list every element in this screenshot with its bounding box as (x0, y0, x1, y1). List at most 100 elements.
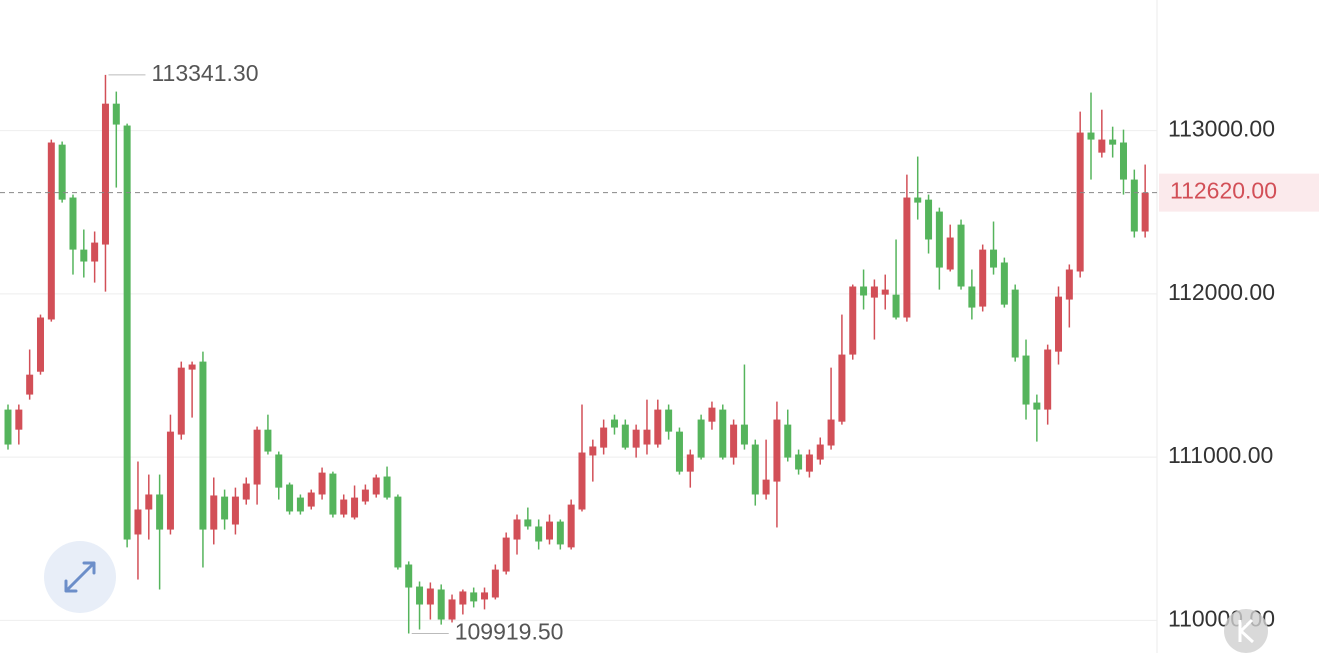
candle-body (827, 419, 835, 446)
candle-body (632, 429, 640, 448)
overlay: 112620.00 113341.30 109919.50 (0, 60, 1319, 645)
expand-button[interactable] (44, 541, 116, 613)
candle-body (610, 419, 618, 428)
watermark (1224, 609, 1268, 653)
candle-body (329, 473, 337, 515)
candle-body (957, 224, 965, 287)
candle-body (697, 419, 705, 458)
candle-body (1076, 132, 1084, 272)
candle-body (860, 286, 868, 296)
candle-body (426, 588, 434, 605)
candle-body (437, 589, 445, 620)
candle-body (589, 446, 597, 456)
candle-body (361, 489, 369, 502)
candle-body (80, 249, 88, 262)
candle-body (69, 197, 77, 250)
candle-body (47, 142, 55, 320)
candle-body (990, 249, 998, 268)
candle-body (968, 286, 976, 308)
candle-body (416, 586, 424, 605)
watermark-icon (1238, 618, 1255, 644)
candle-body (4, 409, 12, 445)
candle-body (1087, 132, 1095, 140)
candle-body (58, 144, 66, 200)
candle-body (156, 494, 164, 530)
candle-body (719, 409, 727, 458)
candle-body (1033, 402, 1041, 410)
candle-body (1055, 296, 1063, 352)
candle-body (578, 452, 586, 510)
candle-body (405, 564, 413, 588)
candle-body (567, 504, 575, 548)
candle-body (145, 494, 153, 510)
candle-body (177, 367, 185, 435)
candle-body (870, 286, 878, 298)
candle-body (101, 103, 109, 245)
watermark-circle (1224, 609, 1268, 653)
low-marker-label: 109919.50 (455, 619, 564, 645)
candle-body (675, 431, 683, 472)
candle-body (1119, 142, 1127, 180)
candle-body (556, 521, 564, 545)
candle-body (242, 483, 250, 500)
candle-body (546, 521, 553, 540)
candle-body (188, 364, 196, 370)
candle-body (36, 317, 44, 372)
expand-icon (64, 561, 96, 593)
candle-body (1022, 355, 1030, 405)
last-price-badge (1159, 173, 1319, 212)
candle-body (383, 476, 391, 498)
candle-body (925, 199, 933, 240)
candle-body (1065, 269, 1073, 300)
candle-body (91, 242, 99, 262)
candle-body (881, 289, 889, 295)
candle-body (773, 419, 781, 482)
candle-body (903, 197, 911, 318)
y-tick-label: 112000.00 (1168, 279, 1275, 305)
candle-body (112, 103, 120, 125)
candle-body (318, 472, 326, 495)
candle-body (275, 454, 283, 488)
candle-body (253, 429, 261, 485)
y-tick-label: 113000.00 (1168, 116, 1275, 142)
candle-body (1000, 262, 1008, 305)
candle-body (935, 211, 943, 268)
candle-body (751, 444, 759, 495)
last-price-label: 112620.00 (1170, 178, 1277, 204)
candle-body (210, 495, 218, 530)
candle-body (1044, 349, 1052, 410)
candle-body (199, 361, 207, 530)
candle-body (123, 125, 131, 540)
candle-body (15, 409, 23, 430)
candle-body (730, 424, 738, 458)
candles (4, 74, 1149, 634)
candle-body (1130, 179, 1138, 232)
candle-body (849, 286, 857, 355)
candle-body (946, 237, 954, 270)
candle-body (502, 537, 510, 572)
candle-body (686, 454, 694, 472)
candle-body (372, 477, 380, 495)
candle-body (740, 424, 748, 445)
y-tick-label: 111000.00 (1168, 442, 1273, 468)
candle-body (762, 479, 770, 495)
candle-body (1141, 192, 1149, 232)
candle-body (621, 424, 629, 448)
candle-body (643, 429, 651, 445)
candle-body (134, 509, 142, 535)
candle-body (470, 592, 478, 602)
candle-body (166, 431, 174, 530)
candle-body (892, 294, 900, 318)
candle-body (600, 427, 608, 448)
candle-body (231, 496, 239, 525)
candle-body (307, 492, 315, 507)
candle-body (535, 526, 543, 542)
candle-body (481, 592, 489, 600)
candle-body (340, 499, 348, 515)
candle-body (26, 374, 34, 395)
candle-body (221, 496, 229, 520)
candle-body (286, 484, 294, 512)
candle-body (816, 444, 824, 460)
candle-body (1109, 139, 1117, 145)
